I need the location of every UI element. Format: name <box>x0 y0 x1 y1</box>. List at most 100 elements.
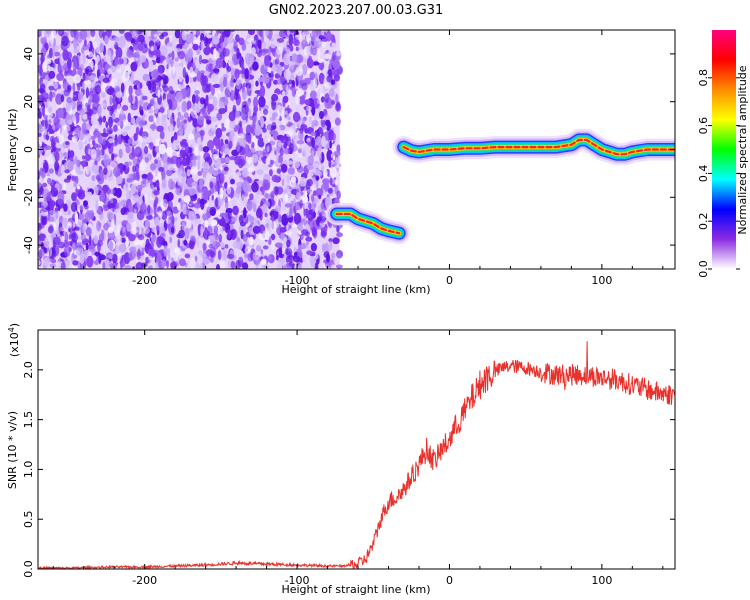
noise-blob <box>144 261 148 267</box>
noise-blob <box>334 179 338 186</box>
noise-blob <box>49 247 52 257</box>
noise-blob <box>122 104 129 111</box>
noise-blob <box>58 183 63 191</box>
noise-blob <box>317 127 323 135</box>
noise-blob <box>258 77 266 82</box>
noise-blob <box>282 95 289 104</box>
noise-blob <box>285 85 289 97</box>
noise-blob <box>224 244 229 249</box>
noise-blob <box>193 202 201 209</box>
noise-blob <box>269 130 275 136</box>
noise-blob <box>59 227 65 232</box>
noise-blob <box>163 120 167 132</box>
noise-blob <box>52 123 56 131</box>
noise-blob <box>202 146 210 153</box>
noise-blob <box>270 147 278 152</box>
noise-blob <box>150 242 154 250</box>
noise-blob <box>169 236 173 244</box>
noise-blob <box>335 264 343 269</box>
noise-blob <box>205 63 214 72</box>
noise-blob <box>159 106 165 113</box>
noise-blob <box>291 87 296 98</box>
noise-blob <box>288 34 294 46</box>
noise-blob <box>169 35 173 43</box>
noise-blob <box>63 178 71 183</box>
noise-blob <box>42 198 48 208</box>
noise-blob <box>178 62 184 67</box>
noise-blob <box>56 73 64 81</box>
noise-blob <box>171 216 175 225</box>
noise-blob <box>278 30 286 38</box>
noise-blob <box>181 176 186 187</box>
noise-blob <box>83 133 92 140</box>
noise-blob <box>135 126 140 136</box>
noise-blob <box>236 141 241 153</box>
noise-blob <box>332 236 340 244</box>
noise-blob <box>62 151 68 158</box>
y-tick-label: 20 <box>22 95 35 109</box>
noise-blob <box>303 77 309 85</box>
noise-blob <box>265 223 269 228</box>
noise-blob <box>57 30 65 37</box>
noise-blob <box>218 172 225 184</box>
noise-blob <box>176 105 180 111</box>
noise-blob <box>39 185 44 195</box>
noise-blob <box>206 34 213 39</box>
noise-blob <box>130 61 138 72</box>
noise-blob <box>153 190 160 196</box>
noise-blob <box>167 249 171 261</box>
noise-blob <box>254 124 262 136</box>
noise-blob <box>113 124 118 132</box>
noise-blob <box>210 116 218 122</box>
noise-blob <box>38 233 47 242</box>
noise-blob <box>221 122 225 128</box>
y-tick-label: -40 <box>22 236 35 254</box>
noise-blob <box>264 55 270 67</box>
noise-blob <box>318 72 325 85</box>
noise-blob <box>228 134 232 142</box>
noise-blob <box>286 73 290 84</box>
noise-blob <box>173 131 178 141</box>
noise-blob <box>103 167 108 175</box>
noise-blob <box>98 115 103 126</box>
noise-blob <box>64 217 68 229</box>
noise-blob <box>330 79 336 85</box>
noise-blob <box>140 227 145 236</box>
snr-panel: -200 -100 0 100 0.0 0.5 1.0 1.5 2.0 Height of st… <box>6 323 676 596</box>
noise-blob <box>230 229 235 238</box>
y-tick-label: -20 <box>22 188 35 206</box>
noise-blob <box>234 68 240 80</box>
noise-blob <box>277 78 281 85</box>
noise-blob <box>139 159 147 171</box>
noise-blob <box>311 226 317 237</box>
noise-blob <box>76 159 81 168</box>
noise-blob <box>318 61 325 71</box>
noise-blob <box>317 58 324 64</box>
noise-blob <box>141 247 145 252</box>
noise-blob <box>66 96 72 104</box>
noise-blob <box>197 223 202 236</box>
noise-blob <box>220 146 224 157</box>
snr-xlabel: Height of straight line (km) <box>281 583 430 596</box>
noise-blob <box>304 99 311 105</box>
noise-blob <box>259 85 266 98</box>
noise-blob <box>220 127 227 132</box>
noise-blob <box>251 135 258 144</box>
noise-blob <box>297 148 302 154</box>
noise-blob <box>161 178 167 189</box>
noise-blob <box>235 110 240 119</box>
noise-blob <box>170 121 174 133</box>
noise-blob <box>86 255 94 268</box>
noise-blob <box>146 173 154 181</box>
noise-blob <box>201 188 209 200</box>
noise-blob <box>333 165 341 176</box>
noise-blob <box>38 88 45 93</box>
noise-blob <box>152 69 158 80</box>
noise-blob <box>54 165 59 175</box>
noise-blob <box>111 153 115 161</box>
noise-blob <box>99 171 104 180</box>
noise-blob <box>242 180 250 193</box>
noise-blob <box>226 62 229 71</box>
noise-blob <box>318 215 326 224</box>
noise-blob <box>253 96 259 109</box>
